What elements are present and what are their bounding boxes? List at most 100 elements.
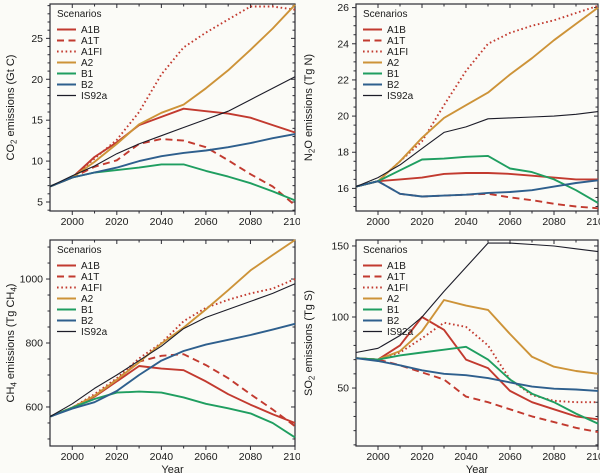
n2o-series-line-B1 <box>355 154 599 204</box>
legend-label-A1T: A1T <box>81 272 99 283</box>
y-tick-label: 18 <box>337 147 349 159</box>
x-tick-label: 2100 <box>283 216 300 228</box>
so2-series <box>355 242 599 434</box>
legend-label-A1FI: A1FI <box>387 47 408 58</box>
co2-series-line-IS92a <box>49 76 296 187</box>
n2o-chart: 2000 2020 2040 2060 2080 2100 16 18 20 22 24 26 Scen… <box>303 2 600 228</box>
so2-series-line-B2 <box>355 357 599 392</box>
co2-series-line-A2 <box>49 4 296 188</box>
legend-title: Scenarios <box>57 9 101 20</box>
co2-series-line-B2 <box>49 133 296 188</box>
legend-label-B2: B2 <box>81 80 94 91</box>
x-tick-label: 2040 <box>150 216 174 228</box>
co2-series-line-A1FI <box>49 5 296 188</box>
legend-label-IS92a: IS92a <box>81 91 108 102</box>
y-tick-label: 100 <box>331 312 349 324</box>
x-tick-label: 2080 <box>239 451 263 463</box>
x-tick-label: 2040 <box>454 451 478 463</box>
co2-ylabel: CO2 emissions (Gt C) <box>5 55 19 161</box>
y-tick-label: 24 <box>337 38 349 50</box>
so2-chart: 2000 2020 2040 2060 2080 2100 50 100 150 Scenario… <box>303 239 600 473</box>
ch4-series-line-A1T <box>49 353 296 427</box>
legend-label-B1: B1 <box>387 69 400 80</box>
ch4-tick-labels: 2000 2020 2040 2060 2080 2100 600 800 1000 <box>20 274 300 463</box>
x-tick-label: 2000 <box>366 216 390 228</box>
legend-label-IS92a: IS92a <box>81 327 108 338</box>
so2-xlabel: Year <box>466 464 489 473</box>
ch4-ylabel: CH4 emissions (Tg CH4) <box>5 284 19 403</box>
legend-label-B1: B1 <box>81 69 94 80</box>
so2-series-line-IS92a <box>355 242 599 354</box>
n2o-plot-frame <box>355 3 599 212</box>
legend-label-A1T: A1T <box>81 36 99 47</box>
so2-ylabel: SO2 emissions (Tg S) <box>303 290 317 396</box>
n2o-series <box>355 4 599 210</box>
co2-series <box>49 4 296 207</box>
x-tick-label: 2080 <box>542 216 566 228</box>
x-tick-label: 2040 <box>454 216 478 228</box>
y-tick-label: 25 <box>31 33 43 45</box>
legend-label-A1B: A1B <box>387 25 406 36</box>
legend-label-A2: A2 <box>387 58 400 69</box>
x-tick-label: 2060 <box>498 451 522 463</box>
legend-label-A2: A2 <box>81 294 94 305</box>
y-tick-label: 10 <box>31 156 43 168</box>
n2o-series-line-A2 <box>355 6 599 188</box>
ch4-emissions-panel: 2000 2020 2040 2060 2080 2100 600 800 1000 Scenar… <box>0 236 300 473</box>
so2-series-line-A1B <box>355 316 599 421</box>
ch4-series-line-A1FI <box>49 278 296 418</box>
x-tick-label: 2000 <box>61 216 85 228</box>
legend-label-A1T: A1T <box>387 272 405 283</box>
co2-series-line-A1T <box>49 138 296 207</box>
legend-title: Scenarios <box>363 9 407 20</box>
n2o-ylabel: N2O emissions (Tg N) <box>303 54 317 161</box>
n2o-emissions-panel: 2000 2020 2040 2060 2080 2100 16 18 20 22 24 26 Scen… <box>300 0 600 236</box>
legend-label-B1: B1 <box>387 305 400 316</box>
x-tick-label: 2060 <box>194 451 218 463</box>
n2o-series-line-A1B <box>355 172 598 188</box>
x-tick-label: 2020 <box>105 216 129 228</box>
y-tick-label: 150 <box>331 240 349 252</box>
legend-label-IS92a: IS92a <box>387 327 414 338</box>
x-tick-label: 2080 <box>239 216 263 228</box>
so2-plot-frame <box>355 239 599 447</box>
y-tick-label: 15 <box>31 115 43 127</box>
ch4-xlabel: Year <box>161 464 184 473</box>
y-tick-label: 20 <box>31 74 43 86</box>
legend-label-A1B: A1B <box>81 25 100 36</box>
ch4-series-line-B2 <box>49 322 296 418</box>
legend-title: Scenarios <box>363 245 407 256</box>
y-tick-label: 16 <box>337 183 349 195</box>
y-tick-label: 20 <box>337 111 349 123</box>
so2-tick-labels: 2000 2020 2040 2060 2080 2100 50 100 150 <box>331 240 600 463</box>
x-tick-label: 2100 <box>283 451 300 463</box>
so2-series-line-A2 <box>355 299 599 375</box>
ch4-chart: 2000 2020 2040 2060 2080 2100 600 800 1000 Scenar… <box>5 239 300 473</box>
legend-label-A1B: A1B <box>81 261 100 272</box>
co2-chart: 2000 2020 2040 2060 2080 2100 5 10 15 20 25 Scenari… <box>5 3 300 228</box>
legend-label-B2: B2 <box>387 316 400 327</box>
x-tick-label: 2100 <box>586 216 600 228</box>
legend-label-IS92a: IS92a <box>387 91 414 102</box>
legend-label-B2: B2 <box>387 80 400 91</box>
x-tick-label: 2000 <box>366 451 390 463</box>
legend-title: Scenarios <box>57 245 101 256</box>
co2-tick-labels: 2000 2020 2040 2060 2080 2100 5 10 15 20 25 <box>31 33 300 228</box>
legend-label-A2: A2 <box>387 294 400 305</box>
ch4-axes <box>46 239 296 450</box>
y-tick-label: 22 <box>337 74 349 86</box>
x-tick-label: 2060 <box>194 216 218 228</box>
ch4-series-line-A2 <box>49 239 296 418</box>
x-tick-label: 2020 <box>410 216 434 228</box>
legend-label-A1FI: A1FI <box>81 283 102 294</box>
co2-axes <box>46 3 296 215</box>
y-tick-label: 600 <box>25 401 43 413</box>
legend-label-A1B: A1B <box>387 261 406 272</box>
y-tick-label: 1000 <box>20 274 44 286</box>
y-tick-label: 26 <box>337 2 349 14</box>
